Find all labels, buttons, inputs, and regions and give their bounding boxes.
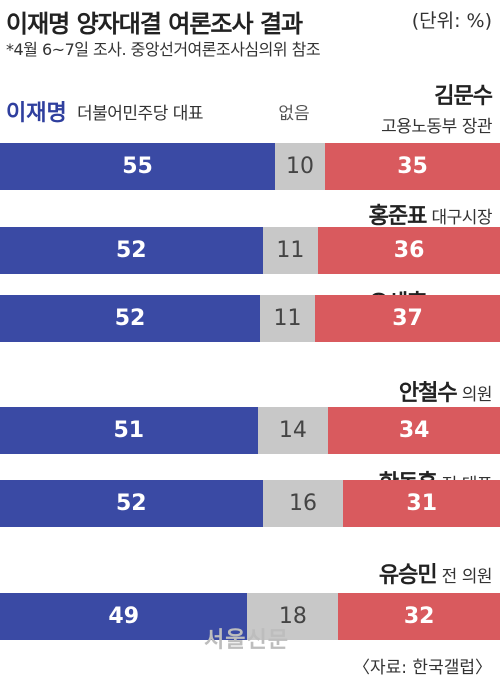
data-label: 10 bbox=[286, 154, 314, 179]
data-label: 55 bbox=[122, 154, 153, 179]
data-label: 49 bbox=[108, 604, 140, 629]
matchup-bar: 49 18 32 bbox=[0, 593, 500, 640]
data-label: 31 bbox=[406, 491, 438, 516]
data-label: 32 bbox=[403, 604, 435, 629]
survey-note: *4월 6~7일 조사. 중앙선거여론조사심의위 참조 bbox=[6, 40, 321, 59]
lee-bar-segment: 52 bbox=[0, 480, 263, 527]
lee-name-label: 이재명 bbox=[6, 101, 67, 126]
opponent-name: 홍준표 bbox=[368, 204, 428, 229]
lee-bar-segment: 51 bbox=[0, 407, 258, 454]
opponent-name: 안철수 bbox=[398, 381, 458, 406]
lee-bar-segment: 55 bbox=[0, 143, 275, 190]
opponent-bar-segment: 31 bbox=[343, 480, 500, 527]
opponent-name: 유승민 bbox=[378, 563, 438, 588]
watermark-logo: 서울신문 bbox=[204, 628, 289, 653]
opponent-title: 전 의원 bbox=[441, 567, 493, 587]
opponent-label: 안철수 의원 bbox=[398, 375, 493, 407]
matchup-bar: 51 14 34 bbox=[0, 407, 500, 454]
chart-title: 이재명 양자대결 여론조사 결과 bbox=[6, 10, 303, 38]
none-bar-segment: 10 bbox=[275, 143, 325, 190]
unit-label: (단위: %) bbox=[411, 10, 492, 32]
opponent-bar-segment: 35 bbox=[325, 143, 500, 190]
matchup-bar: 52 11 36 bbox=[0, 227, 500, 274]
opponent-bar-segment: 34 bbox=[328, 407, 500, 454]
matchup-bar: 55 10 35 bbox=[0, 143, 500, 190]
data-label: 52 bbox=[116, 238, 147, 263]
lee-bar-segment: 52 bbox=[0, 295, 260, 342]
opponent-title: 대구시장 bbox=[431, 208, 492, 228]
opponent-title: 의원 bbox=[461, 385, 493, 405]
data-label: 34 bbox=[398, 418, 430, 443]
opponent-bar-segment: 32 bbox=[338, 593, 500, 640]
data-label: 11 bbox=[273, 306, 302, 331]
data-label: 52 bbox=[116, 491, 147, 516]
data-label: 16 bbox=[289, 491, 318, 516]
lee-bar-segment: 49 bbox=[0, 593, 248, 640]
opponent-label: 유승민 전 의원 bbox=[378, 557, 493, 589]
source-note: 〈자료: 한국갤럽〉 bbox=[353, 658, 492, 678]
lee-title-label: 더불어민주당 대표 bbox=[77, 104, 204, 124]
data-label: 52 bbox=[114, 306, 146, 331]
data-label: 18 bbox=[278, 604, 307, 629]
none-bar-segment: 14 bbox=[257, 407, 329, 454]
opponent-label: 홍준표 대구시장 bbox=[368, 198, 493, 230]
opponent-name: 김문수 bbox=[434, 84, 493, 109]
data-label: 11 bbox=[276, 238, 305, 263]
opponent-title: 고용노동부 장관 bbox=[381, 117, 492, 137]
data-label: 37 bbox=[392, 306, 423, 331]
none-legend-label: 없음 bbox=[278, 104, 310, 124]
matchup-bar: 52 16 31 bbox=[0, 480, 500, 527]
lee-bar-segment: 52 bbox=[0, 227, 263, 274]
none-bar-segment: 11 bbox=[260, 295, 315, 342]
opponent-bar-segment: 37 bbox=[315, 295, 500, 342]
data-label: 35 bbox=[397, 154, 428, 179]
matchup-bar: 52 11 37 bbox=[0, 295, 500, 342]
opponent-bar-segment: 36 bbox=[318, 227, 500, 274]
data-label: 51 bbox=[113, 418, 145, 443]
data-label: 36 bbox=[393, 238, 425, 263]
none-bar-segment: 16 bbox=[262, 480, 344, 527]
none-bar-segment: 18 bbox=[247, 593, 339, 640]
none-bar-segment: 11 bbox=[262, 227, 319, 274]
data-label: 14 bbox=[278, 418, 307, 443]
